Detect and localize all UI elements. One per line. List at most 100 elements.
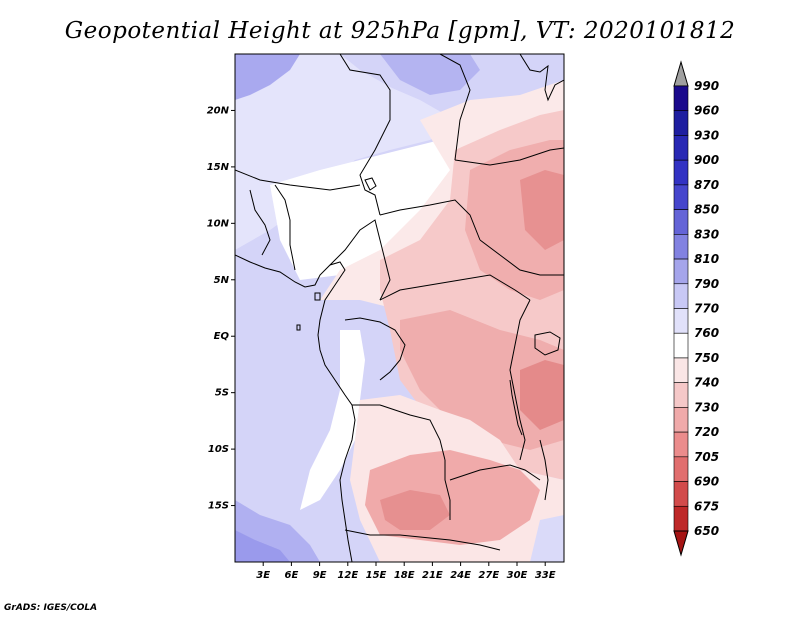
colorbar-segment: [673, 407, 689, 433]
coast-east-horn: [519, 54, 564, 102]
lake-chad: [364, 177, 377, 191]
border-angola-zambia: [444, 460, 451, 520]
border-angola-namibia: [344, 529, 501, 551]
lon-tick-label: 18E: [394, 570, 415, 581]
border-sahara-north: [339, 54, 391, 216]
colorbar-label: 930: [694, 128, 719, 142]
lat-tick-label: 20N: [207, 105, 230, 116]
lake-malawi: [539, 439, 549, 501]
border-west-africa-internal-2: [274, 184, 296, 271]
lon-tick-label: 33E: [535, 570, 556, 581]
border-sudan: [454, 147, 564, 166]
lon-tick-label: 12E: [337, 570, 358, 581]
lat-tick-label: 10S: [208, 444, 229, 455]
border-zambia-east: [449, 464, 541, 481]
latitude-axis: 20N 15N 10N 5N EQ 5S 10S 15S: [207, 105, 235, 512]
colorbar-label: 705: [694, 450, 719, 464]
colorbar-label: 960: [694, 104, 719, 118]
lat-tick-label: 15N: [207, 162, 230, 173]
colorbar-segment: [673, 357, 689, 383]
island-sao-tome: [296, 324, 301, 331]
coastlines-and-borders: [235, 54, 564, 562]
lake-tanganyika: [509, 379, 523, 436]
lon-tick-label: 21E: [422, 570, 443, 581]
colorbar-label: 990: [694, 79, 719, 93]
colorbar-segment: [673, 308, 689, 334]
field-band-dark-red-lakes: [520, 360, 564, 430]
colorbar-label: 810: [694, 252, 719, 266]
colorbar-segment: [673, 110, 689, 136]
border-west-africa-internal: [249, 189, 271, 256]
border-niger-chad: [379, 199, 481, 241]
colorbar-label: 720: [694, 425, 719, 439]
lon-tick-label: 30E: [507, 570, 528, 581]
colorbar: 990 960 930 900 870 850 830 810 790 770 760 750 740 7…: [673, 60, 719, 557]
colorbar-label: 850: [694, 203, 719, 217]
border-congo-drc: [344, 317, 406, 381]
coastline-west-africa: [235, 254, 356, 562]
colorbar-top-arrow: [673, 60, 689, 87]
colorbar-segment: [673, 184, 689, 210]
border-mauritania-mali: [235, 169, 361, 191]
field-band-medium-red-central: [400, 310, 564, 450]
lat-tick-label: 5N: [214, 275, 230, 286]
field-band-southwest-purple-dark: [235, 530, 290, 562]
height-field: [235, 54, 564, 562]
field-band-white-north: [270, 140, 480, 280]
grads-credit: GrADS: IGES/COLA: [4, 603, 98, 613]
colorbar-segment: [673, 85, 689, 112]
colorbar-segment: [673, 234, 689, 260]
lon-tick-label: 6E: [285, 570, 299, 581]
lat-tick-label: 10N: [207, 218, 230, 229]
colorbar-segment: [673, 159, 689, 186]
colorbar-label: 730: [694, 400, 719, 414]
lon-tick-label: 9E: [313, 570, 327, 581]
border-drc-east: [509, 299, 531, 461]
longitude-axis: 3E 6E 9E 12E 15E 18E 21E 24E 27E 30E 33E: [256, 562, 556, 581]
colorbar-bottom-arrow: [673, 530, 689, 557]
border-libya-chad: [439, 54, 471, 161]
colorbar-segment: [673, 456, 689, 482]
colorbar-segment: [673, 135, 689, 161]
colorbar-label: 675: [694, 499, 719, 513]
colorbar-segment: [673, 431, 689, 458]
colorbar-segment: [673, 258, 689, 285]
colorbar-label: 790: [694, 277, 719, 291]
lon-tick-label: 24E: [450, 570, 471, 581]
colorbar-label: 760: [694, 326, 719, 340]
field-band-dark-red-south: [380, 490, 450, 530]
lake-victoria: [534, 331, 561, 356]
colorbar-segment: [673, 382, 689, 408]
colorbar-label: 690: [694, 475, 719, 489]
border-sudan-south: [479, 239, 564, 276]
lon-tick-label: 3E: [256, 570, 270, 581]
field-band-white-southwest: [300, 330, 365, 510]
colorbar-segment: [673, 283, 689, 309]
field-band-north-purple-2: [380, 54, 480, 95]
field-band-north-purple: [235, 54, 300, 100]
lon-tick-label: 27E: [478, 570, 499, 581]
colorbar-segment: [673, 209, 689, 235]
lat-tick-label: 5S: [215, 388, 229, 399]
lat-tick-label: 15S: [208, 501, 229, 512]
island-bioko: [314, 292, 321, 301]
border-car: [379, 274, 531, 301]
border-nigeria-cameroon: [329, 219, 391, 301]
colorbar-segment: [673, 332, 689, 359]
colorbar-label: 900: [694, 153, 719, 167]
colorbar-label: 870: [694, 178, 719, 192]
field-band-dark-red-east: [520, 170, 564, 250]
field-band-southeast-blue: [530, 515, 564, 562]
colorbar-segment: [673, 481, 689, 507]
border-angola-north: [352, 404, 446, 461]
lat-tick-label: EQ: [214, 331, 230, 342]
colorbar-label: 830: [694, 227, 719, 241]
map-frame: [234, 53, 565, 563]
colorbar-label: 770: [694, 302, 719, 316]
colorbar-label: 750: [694, 351, 719, 365]
colorbar-segment: [673, 505, 689, 532]
colorbar-label: 650: [694, 524, 719, 538]
lon-tick-label: 15E: [366, 570, 387, 581]
colorbar-label: 740: [694, 376, 719, 390]
